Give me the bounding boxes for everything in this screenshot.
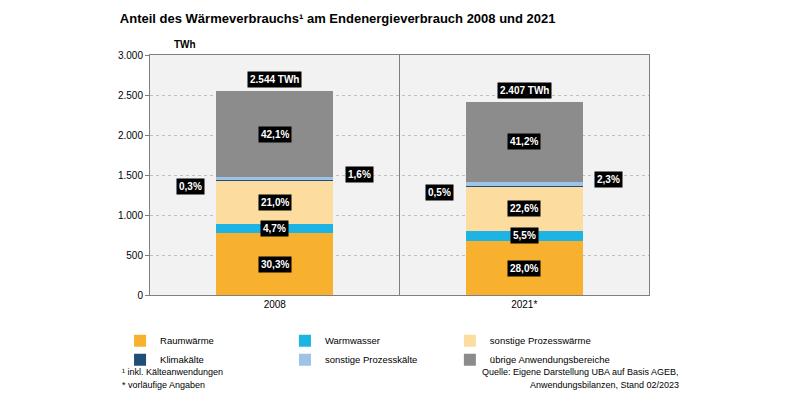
svg-text:28,0%: 28,0%: [510, 263, 538, 274]
svg-text:2.000: 2.000: [118, 130, 143, 141]
svg-text:2008: 2008: [264, 299, 287, 310]
svg-text:1,6%: 1,6%: [348, 169, 371, 180]
svg-text:übrige Anwendungsbereiche: übrige Anwendungsbereiche: [490, 354, 610, 365]
svg-text:¹ inkl. Kälteanwendungen: ¹ inkl. Kälteanwendungen: [122, 367, 223, 377]
svg-text:Raumwärme: Raumwärme: [160, 335, 214, 346]
svg-text:4,7%: 4,7%: [263, 223, 286, 234]
svg-text:TWh: TWh: [174, 39, 196, 50]
svg-text:Anteil des Wärmeverbrauchs¹ am: Anteil des Wärmeverbrauchs¹ am Endenergi…: [120, 11, 556, 26]
svg-text:Quelle: Eigene Darstellung UBA: Quelle: Eigene Darstellung UBA auf Basis…: [482, 367, 679, 377]
svg-text:30,3%: 30,3%: [261, 259, 289, 270]
svg-text:Klimakälte: Klimakälte: [160, 354, 204, 365]
svg-text:1.000: 1.000: [118, 210, 143, 221]
svg-text:* vorläufige Angaben: * vorläufige Angaben: [122, 380, 205, 390]
svg-text:2,3%: 2,3%: [597, 174, 620, 185]
svg-text:sonstige Prozesskälte: sonstige Prozesskälte: [325, 354, 417, 365]
svg-text:21,0%: 21,0%: [261, 197, 289, 208]
svg-text:42,1%: 42,1%: [261, 129, 289, 140]
svg-text:0: 0: [137, 290, 143, 301]
svg-text:0,5%: 0,5%: [428, 187, 451, 198]
svg-text:22,6%: 22,6%: [510, 203, 538, 214]
svg-text:2.407 TWh: 2.407 TWh: [500, 85, 549, 96]
svg-text:2021*: 2021*: [511, 299, 537, 310]
svg-text:2.544 TWh: 2.544 TWh: [250, 74, 299, 85]
svg-text:41,2%: 41,2%: [510, 136, 538, 147]
svg-text:sonstige Prozesswärme: sonstige Prozesswärme: [490, 335, 591, 346]
svg-text:1.500: 1.500: [118, 170, 143, 181]
svg-text:500: 500: [126, 250, 143, 261]
svg-text:Anwendungsbilanzen, Stand 02/2: Anwendungsbilanzen, Stand 02/2023: [530, 380, 679, 390]
svg-text:0,3%: 0,3%: [179, 181, 202, 192]
svg-text:Warmwasser: Warmwasser: [325, 335, 380, 346]
svg-text:3.000: 3.000: [118, 50, 143, 61]
svg-text:5,5%: 5,5%: [513, 230, 536, 241]
svg-text:2.500: 2.500: [118, 90, 143, 101]
